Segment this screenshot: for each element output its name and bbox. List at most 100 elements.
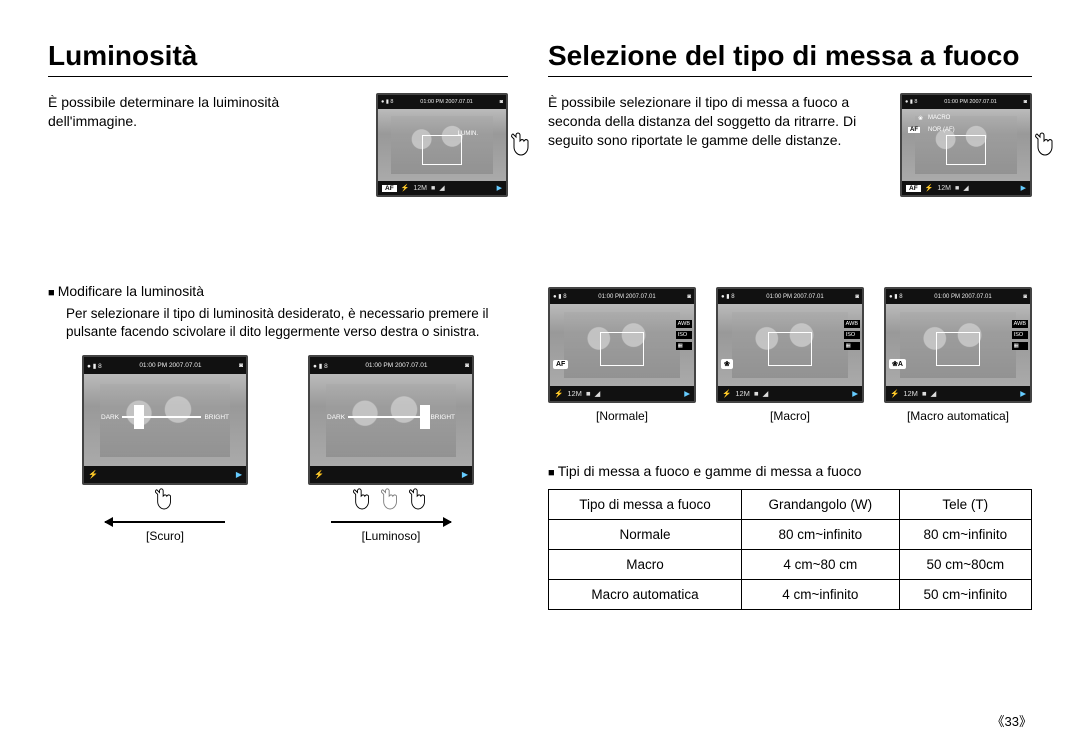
timestamp: 01:00 PM 2007.07.01	[766, 294, 823, 300]
af-box: AF	[908, 127, 920, 133]
hand-icon	[380, 487, 402, 513]
camera-focus-mode: ● ▮ 8 01:00 PM 2007.07.01 ◙ AWBISO▦ ❀A ⚡…	[884, 287, 1032, 403]
camera-display-focus: ● ▮ 8 01:00 PM 2007.07.01 ◙ ❀ MACRO AF N…	[900, 93, 1032, 197]
table-cell: Macro	[549, 550, 742, 580]
timer-icon: ◢	[963, 184, 968, 192]
table-header: Tipo di messa a fuoco	[549, 490, 742, 520]
mode-text: 12M	[413, 185, 427, 192]
focus-table: Tipo di messa a fuocoGrandangolo (W)Tele…	[548, 489, 1032, 610]
camera-focus-mode: ● ▮ 8 01:00 PM 2007.07.01 ◙ AWBISO▦ AF ⚡…	[548, 287, 696, 403]
play-icon: ▶	[684, 389, 690, 398]
right-intro: È possibile selezionare il tipo di messa…	[548, 93, 884, 150]
hand-icon	[154, 487, 176, 513]
flash-icon: ⚡	[722, 389, 731, 398]
brightness-slider: DARK BRIGHT	[98, 408, 232, 426]
rec-icon: ● ▮ 8	[721, 293, 735, 300]
table-cell: 80 cm~infinito	[899, 520, 1031, 550]
camera-icon: ◙	[239, 362, 243, 369]
timestamp: 01:00 PM 2007.07.01	[365, 362, 427, 369]
page-number: 《33》	[992, 711, 1032, 730]
flash-icon: ⚡	[314, 470, 324, 479]
table-cell: 4 cm~infinito	[742, 580, 900, 610]
focus-mode-pill: ❀A	[889, 359, 906, 369]
slider-knob	[134, 405, 144, 429]
modify-brightness-header: Modificare la luminosità	[48, 283, 508, 299]
side-indicators: AWBISO▦	[676, 320, 692, 350]
camera-dark: ● ▮ 8 01:00 PM 2007.07.01 ◙ DARK BRIGHT	[82, 355, 248, 485]
arrow-right-icon	[331, 521, 451, 523]
caption-bright: [Luminoso]	[362, 529, 421, 543]
play-icon: ▶	[852, 389, 858, 398]
play-icon: ▶	[1020, 389, 1026, 398]
left-intro: È possibile determinare la luiminosità d…	[48, 93, 360, 131]
play-icon: ▶	[236, 470, 242, 479]
camera-display-lumin: ● ▮ 8 01:00 PM 2007.07.01 ◙ LUMIN. AF ⚡ …	[376, 93, 508, 197]
mode-text: 12M	[735, 389, 750, 398]
hand-pointer-icon	[510, 131, 534, 159]
table-cell: 50 cm~80cm	[899, 550, 1031, 580]
timestamp: 01:00 PM 2007.07.01	[420, 99, 473, 105]
focus-frame	[936, 332, 980, 366]
timestamp: 01:00 PM 2007.07.01	[944, 99, 997, 105]
play-icon: ▶	[1021, 184, 1026, 192]
focus-caption: [Normale]	[596, 409, 648, 423]
camera-icon: ◙	[1023, 294, 1027, 300]
flash-icon: ⚡	[925, 184, 934, 192]
camera-icon: ◙	[855, 294, 859, 300]
af-indicator: AF	[382, 185, 397, 192]
table-cell: Normale	[549, 520, 742, 550]
rec-icon: ● ▮ 8	[889, 293, 903, 300]
timer-icon: ◢	[594, 389, 600, 398]
mode-text: 12M	[937, 185, 951, 192]
macro-label: MACRO	[928, 115, 950, 121]
camera-icon: ◙	[465, 362, 469, 369]
timer-icon: ◢	[439, 184, 444, 192]
af-indicator: AF	[906, 185, 921, 192]
arrow-left-icon	[105, 521, 225, 523]
play-icon: ▶	[462, 470, 468, 479]
flash-icon: ⚡	[88, 470, 98, 479]
timestamp: 01:00 PM 2007.07.01	[139, 362, 201, 369]
rec-icon: ● ▮ 8	[313, 362, 328, 370]
modify-brightness-body: Per selezionare il tipo di luminosità de…	[66, 305, 508, 341]
camera-icon: ◙	[500, 99, 503, 105]
focus-mode-pill: AF	[553, 360, 568, 369]
table-cell: 80 cm~infinito	[742, 520, 900, 550]
rec-icon: ● ▮ 8	[87, 362, 102, 370]
play-icon: ▶	[497, 184, 502, 192]
timer-icon: ◢	[762, 389, 768, 398]
flower-icon: ❀	[918, 115, 923, 122]
camera-focus-mode: ● ▮ 8 01:00 PM 2007.07.01 ◙ AWBISO▦ ❀ ⚡ …	[716, 287, 864, 403]
mode-text: 12M	[567, 389, 582, 398]
side-indicators: AWBISO▦	[844, 320, 860, 350]
timer-icon: ◢	[930, 389, 936, 398]
focus-frame	[422, 135, 462, 165]
square-icon: ■	[754, 389, 759, 398]
table-row: Normale80 cm~infinito80 cm~infinito	[549, 520, 1032, 550]
right-title: Selezione del tipo di messa a fuoco	[548, 40, 1032, 77]
lumin-tag: LUMIN.	[458, 131, 478, 137]
flash-icon: ⚡	[401, 184, 410, 192]
nor-label: NOR (AF)	[928, 127, 955, 133]
brightness-slider: DARK BRIGHT	[324, 408, 458, 426]
table-cell: 4 cm~80 cm	[742, 550, 900, 580]
rec-icon: ● ▮ 8	[905, 99, 917, 105]
focus-caption: [Macro automatica]	[907, 409, 1009, 423]
slider-knob	[420, 405, 430, 429]
square-icon: ■	[922, 389, 927, 398]
table-cell: 50 cm~infinito	[899, 580, 1031, 610]
square-icon: ■	[955, 185, 959, 192]
focus-frame	[600, 332, 644, 366]
table-cell: Macro automatica	[549, 580, 742, 610]
table-header: Tele (T)	[899, 490, 1031, 520]
focus-frame	[946, 135, 986, 165]
square-icon: ■	[431, 185, 435, 192]
side-indicators: AWBISO▦	[1012, 320, 1028, 350]
hand-icon	[408, 487, 430, 513]
table-header: Grandangolo (W)	[742, 490, 900, 520]
focus-caption: [Macro]	[770, 409, 810, 423]
table-row: Macro4 cm~80 cm50 cm~80cm	[549, 550, 1032, 580]
timestamp: 01:00 PM 2007.07.01	[598, 294, 655, 300]
caption-dark: [Scuro]	[146, 529, 184, 543]
timestamp: 01:00 PM 2007.07.01	[934, 294, 991, 300]
